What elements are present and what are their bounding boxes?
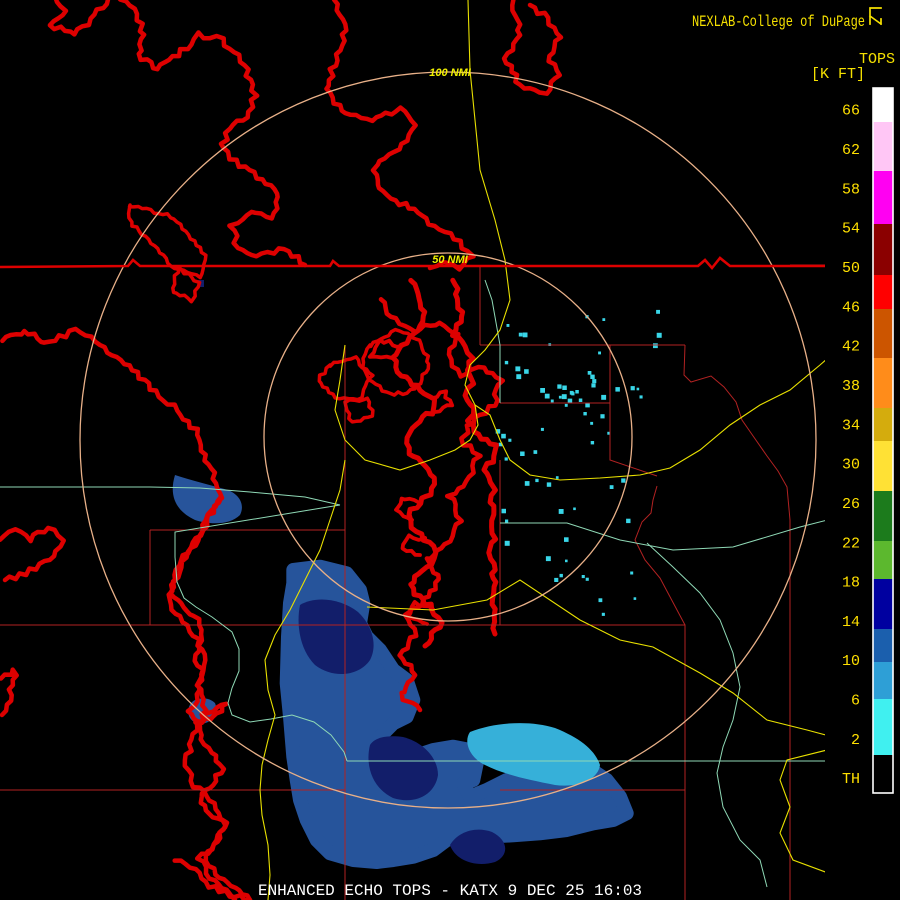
svg-text:ENHANCED ECHO TOPS - KATX 9 DE: ENHANCED ECHO TOPS - KATX 9 DEC 25 16:03 [258, 882, 642, 900]
svg-text:42: 42 [842, 339, 860, 356]
svg-text:TH: TH [842, 771, 860, 788]
svg-text:30: 30 [842, 457, 860, 474]
svg-text:NEXLAB-College of DuPage: NEXLAB-College of DuPage [692, 13, 865, 31]
svg-text:2: 2 [851, 732, 860, 749]
svg-text:38: 38 [842, 378, 860, 395]
svg-text:6: 6 [851, 693, 860, 710]
svg-text:50 NMI: 50 NMI [432, 254, 468, 266]
svg-text:66: 66 [842, 103, 860, 120]
svg-text:54: 54 [842, 221, 860, 238]
svg-text:14: 14 [842, 614, 860, 631]
svg-text:26: 26 [842, 496, 860, 513]
svg-text:100 NMI: 100 NMI [429, 67, 472, 79]
svg-text:58: 58 [842, 181, 860, 198]
svg-text:18: 18 [842, 575, 860, 592]
svg-text:62: 62 [842, 142, 860, 159]
svg-text:[K FT]: [K FT] [811, 66, 865, 83]
svg-text:34: 34 [842, 417, 860, 434]
svg-text:10: 10 [842, 653, 860, 670]
svg-text:46: 46 [842, 299, 860, 316]
svg-text:22: 22 [842, 535, 860, 552]
svg-text:50: 50 [842, 260, 860, 277]
